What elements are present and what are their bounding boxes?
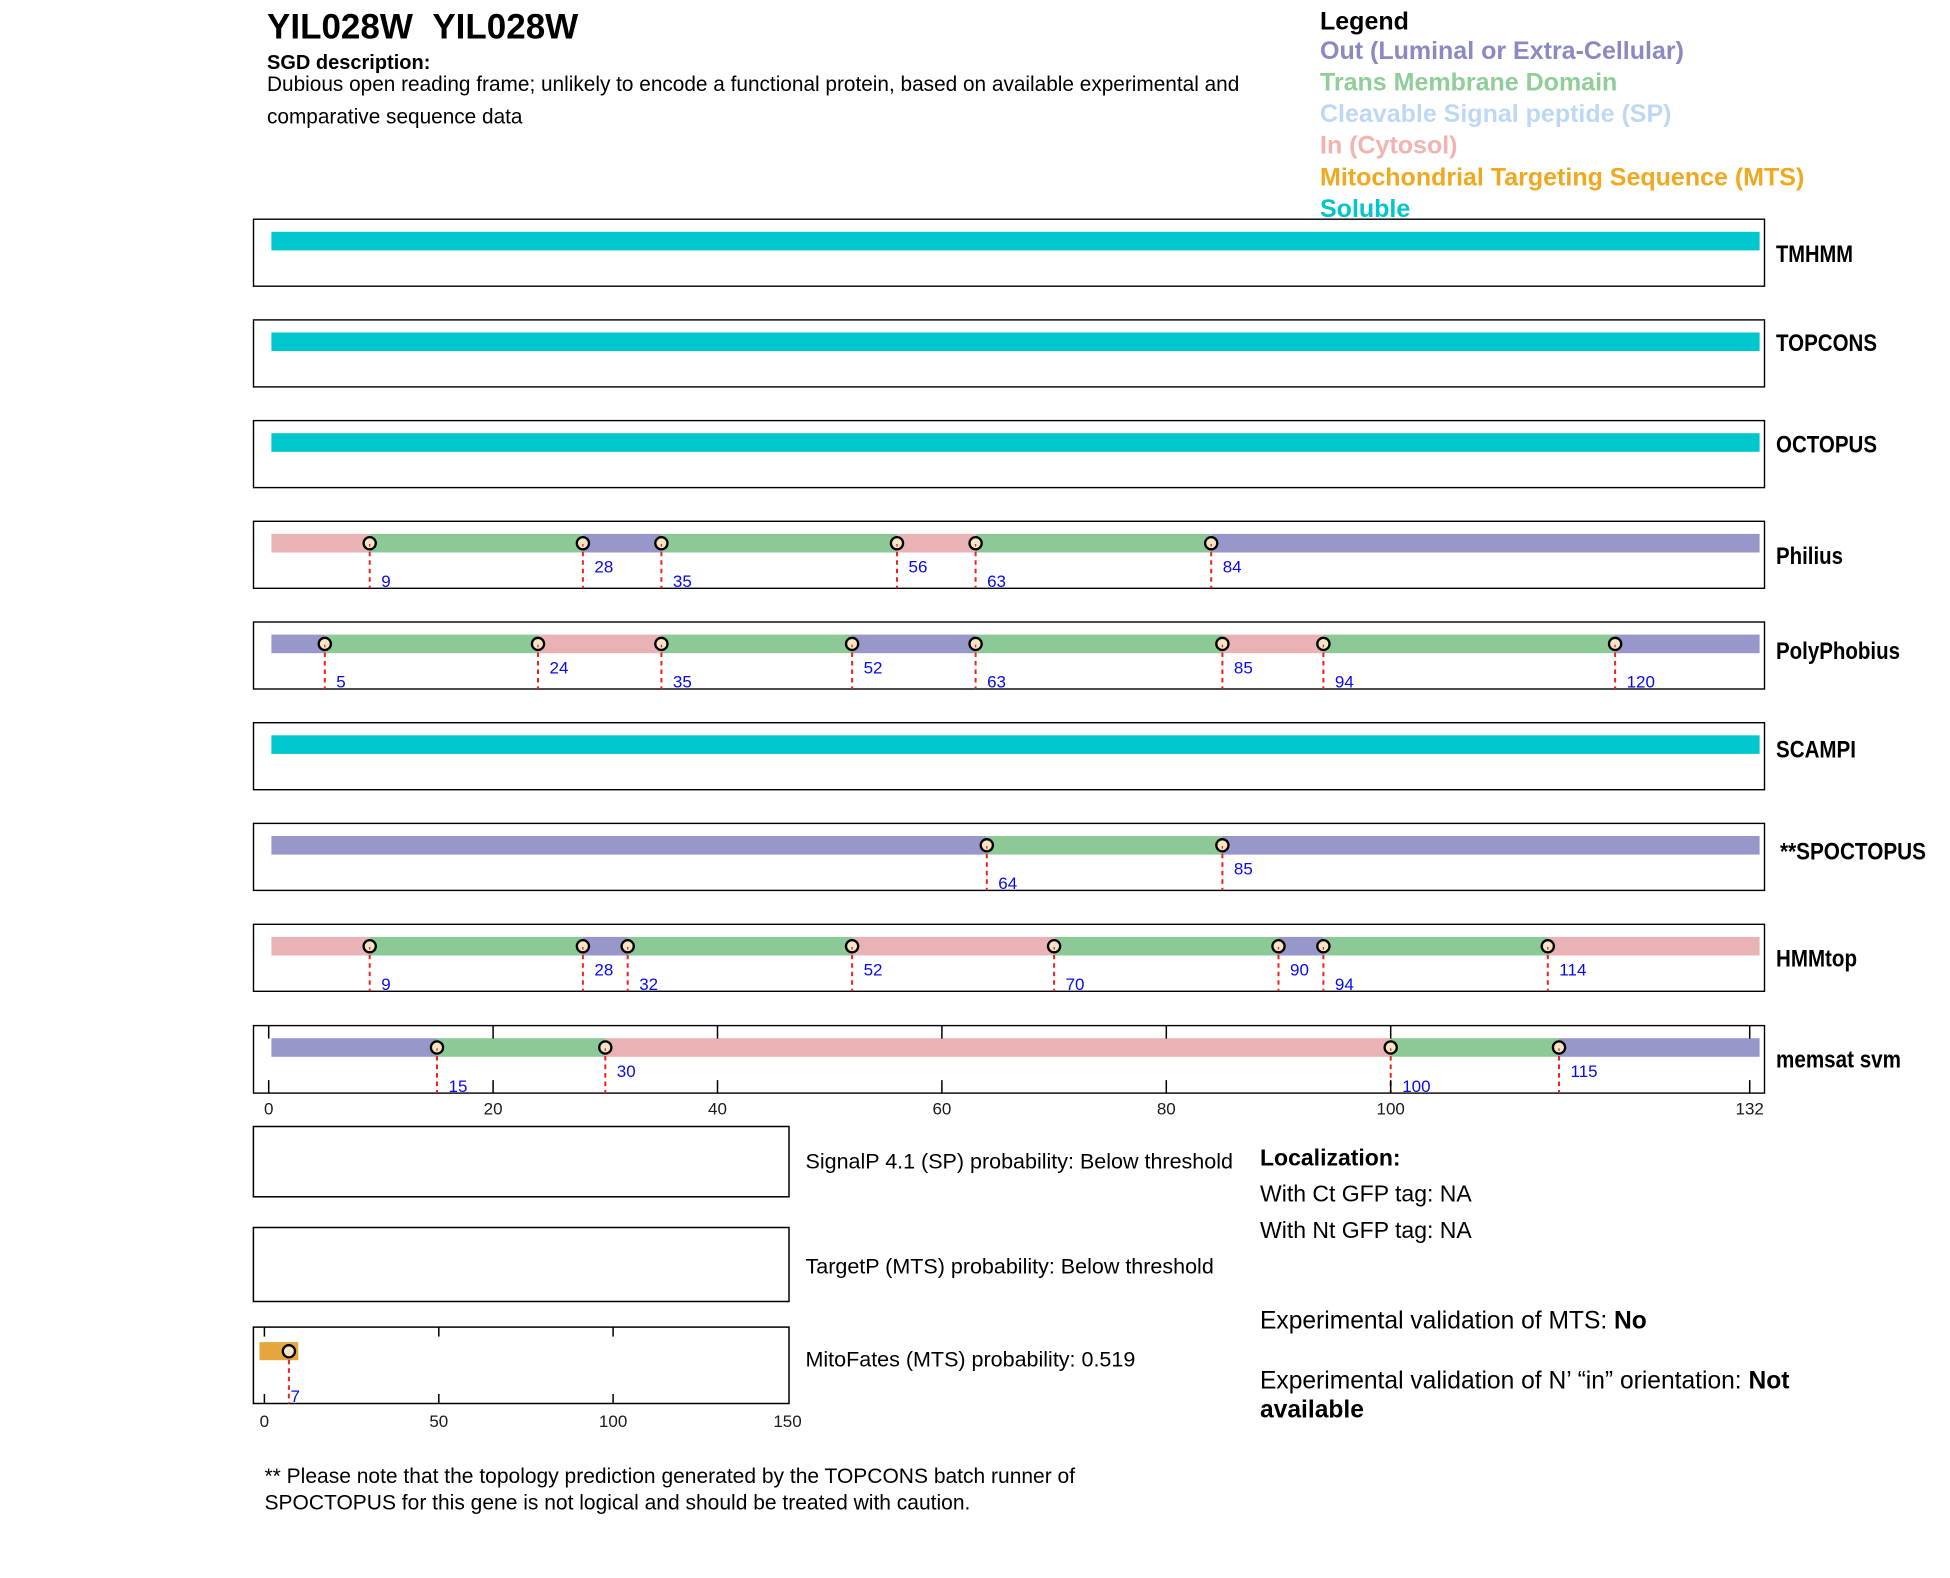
svg-text:84: 84 [1223, 558, 1242, 577]
svg-text:SPOCTOPUS for this gene is not: SPOCTOPUS for this gene is not logical a… [265, 1492, 971, 1515]
svg-text:SCAMPI: SCAMPI [1776, 737, 1856, 764]
svg-text:35: 35 [673, 572, 692, 591]
svg-text:85: 85 [1234, 860, 1253, 879]
svg-text:28: 28 [594, 961, 613, 980]
svg-text:0: 0 [260, 1412, 269, 1431]
svg-text:5: 5 [336, 673, 345, 692]
svg-text:114: 114 [1559, 961, 1586, 980]
svg-text:132: 132 [1736, 1100, 1764, 1119]
svg-text:94: 94 [1335, 673, 1354, 692]
svg-text:63: 63 [987, 673, 1006, 692]
svg-text:28: 28 [594, 558, 613, 577]
svg-text:With Ct GFP tag: NA: With Ct GFP tag: NA [1260, 1180, 1472, 1206]
svg-text:9: 9 [381, 975, 390, 994]
svg-text:150: 150 [773, 1412, 801, 1431]
svg-text:memsat svm: memsat svm [1776, 1047, 1901, 1074]
svg-text:15: 15 [449, 1077, 468, 1096]
svg-text:100: 100 [1402, 1077, 1430, 1096]
svg-text:7: 7 [291, 1387, 300, 1406]
svg-text:YIL028W YIL028W: YIL028W YIL028W [267, 8, 578, 47]
svg-text:Localization:: Localization: [1260, 1145, 1401, 1171]
svg-text:94: 94 [1335, 975, 1354, 994]
svg-text:Cleavable Signal peptide (SP): Cleavable Signal peptide (SP) [1320, 100, 1671, 128]
svg-text:85: 85 [1234, 658, 1253, 677]
svg-text:Trans Membrane Domain: Trans Membrane Domain [1320, 69, 1617, 97]
svg-text:SignalP 4.1 (SP) probability:: SignalP 4.1 (SP) probability: Below thre… [806, 1150, 1233, 1174]
svg-text:TargetP (MTS) probability: Bel: TargetP (MTS) probability: Below thresho… [806, 1255, 1214, 1279]
svg-text:SGD description:: SGD description: [267, 52, 430, 74]
svg-text:Philius: Philius [1776, 543, 1843, 570]
svg-text:52: 52 [864, 658, 883, 677]
svg-text:TOPCONS: TOPCONS [1776, 330, 1877, 357]
svg-text:40: 40 [708, 1100, 727, 1119]
svg-text:100: 100 [1377, 1100, 1405, 1119]
svg-text:**SPOCTOPUS: **SPOCTOPUS [1780, 839, 1926, 866]
svg-text:9: 9 [381, 572, 390, 591]
svg-text:Legend: Legend [1320, 8, 1409, 36]
svg-text:30: 30 [617, 1062, 636, 1081]
svg-text:Out (Luminal or Extra-Cellular: Out (Luminal or Extra-Cellular) [1320, 37, 1684, 65]
svg-text:100: 100 [599, 1412, 627, 1431]
svg-text:PolyPhobius: PolyPhobius [1776, 638, 1900, 665]
svg-text:80: 80 [1157, 1100, 1176, 1119]
svg-text:35: 35 [673, 673, 692, 692]
svg-text:0: 0 [264, 1100, 273, 1119]
svg-text:In (Cytosol): In (Cytosol) [1320, 132, 1458, 160]
svg-text:63: 63 [987, 572, 1006, 591]
svg-text:Soluble: Soluble [1320, 195, 1410, 223]
svg-text:OCTOPUS: OCTOPUS [1776, 432, 1877, 459]
svg-text:TMHMM: TMHMM [1776, 241, 1853, 268]
svg-text:52: 52 [864, 961, 883, 980]
svg-text:MitoFates (MTS) probability: 0: MitoFates (MTS) probability: 0.519 [806, 1348, 1136, 1372]
svg-text:50: 50 [429, 1412, 448, 1431]
svg-text:Mitochondrial Targeting Sequen: Mitochondrial Targeting Sequence (MTS) [1320, 163, 1804, 191]
svg-text:available: available [1260, 1397, 1364, 1424]
svg-text:Experimental validation of N’: Experimental validation of N’ “in” orien… [1260, 1368, 1789, 1395]
svg-text:32: 32 [639, 975, 658, 994]
svg-text:HMMtop: HMMtop [1776, 945, 1857, 972]
svg-text:56: 56 [909, 558, 928, 577]
svg-text:115: 115 [1571, 1062, 1598, 1081]
svg-text:Experimental validation of MTS: Experimental validation of MTS: No [1260, 1308, 1647, 1335]
svg-text:20: 20 [484, 1100, 503, 1119]
svg-text:120: 120 [1627, 673, 1655, 692]
svg-text:24: 24 [550, 658, 569, 677]
svg-text:** Please note that the topolo: ** Please note that the topology predict… [265, 1465, 1076, 1488]
svg-text:64: 64 [998, 874, 1017, 893]
svg-text:60: 60 [932, 1100, 951, 1119]
svg-text:70: 70 [1066, 975, 1085, 994]
svg-text:90: 90 [1290, 961, 1309, 980]
svg-text:Dubious open reading frame; un: Dubious open reading frame; unlikely to … [267, 73, 1239, 96]
svg-text:With Nt GFP tag: NA: With Nt GFP tag: NA [1260, 1217, 1472, 1243]
svg-text:comparative sequence data: comparative sequence data [267, 106, 523, 129]
